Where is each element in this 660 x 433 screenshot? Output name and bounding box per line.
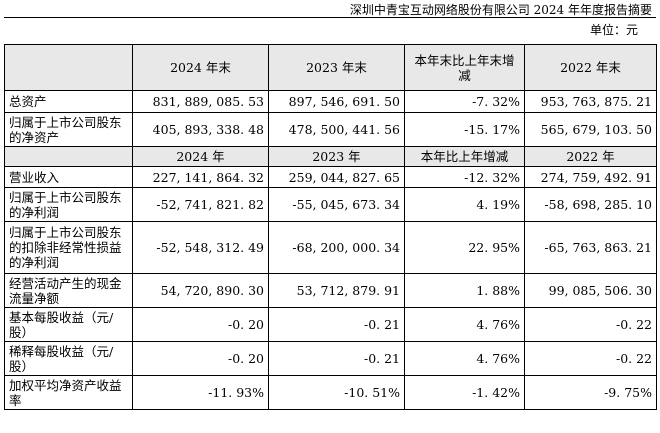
financial-summary-table: 2024 年末 2023 年末 本年末比上年末增减 2022 年末 总资产 83… bbox=[4, 44, 657, 410]
table-cell: 259, 044, 827. 65 bbox=[268, 166, 405, 188]
header-cell: 2023 年末 bbox=[268, 44, 405, 91]
table-cell: -0. 20 bbox=[132, 341, 269, 376]
table-cell: -10. 51% bbox=[268, 375, 405, 410]
table-row: 稀释每股收益（元/股） -0. 20 -0. 21 4. 76% -0. 22 bbox=[4, 341, 657, 376]
row-label: 归属于上市公司股东的扣除非经常性损益的净利润 bbox=[4, 221, 133, 274]
table-cell: 53, 712, 879. 91 bbox=[268, 273, 405, 308]
table-cell: -0. 22 bbox=[524, 341, 657, 376]
header-divider bbox=[4, 17, 656, 18]
table-cell: -9. 75% bbox=[524, 375, 657, 410]
row-label: 经营活动产生的现金流量净额 bbox=[4, 273, 133, 308]
table-cell: -58, 698, 285. 10 bbox=[524, 187, 657, 222]
table-row: 归属于上市公司股东的净利润 -52, 741, 821. 82 -55, 045… bbox=[4, 187, 657, 222]
table-cell: -11. 93% bbox=[132, 375, 269, 410]
table-cell: 405, 893, 338. 48 bbox=[132, 112, 269, 147]
table-cell: -1. 42% bbox=[404, 375, 525, 410]
table-cell: 1. 88% bbox=[404, 273, 525, 308]
table-cell: 274, 759, 492. 91 bbox=[524, 166, 657, 188]
table-cell: 227, 141, 864. 32 bbox=[132, 166, 269, 188]
table-row: 经营活动产生的现金流量净额 54, 720, 890. 30 53, 712, … bbox=[4, 273, 657, 308]
table-cell: 4. 19% bbox=[404, 187, 525, 222]
report-title: 深圳中青宝互动网络股份有限公司 2024 年年度报告摘要 bbox=[349, 3, 652, 17]
table-cell: -15. 17% bbox=[404, 112, 525, 147]
table-cell: -68, 200, 000. 34 bbox=[268, 221, 405, 274]
row-label: 归属于上市公司股东的净利润 bbox=[4, 187, 133, 222]
table-cell: -0. 21 bbox=[268, 341, 405, 376]
row-label: 归属于上市公司股东的净资产 bbox=[4, 112, 133, 147]
table-cell: -7. 32% bbox=[404, 90, 525, 113]
header-cell: 2024 年 bbox=[132, 146, 269, 167]
table-cell: -0. 21 bbox=[268, 307, 405, 342]
table-cell: -0. 20 bbox=[132, 307, 269, 342]
header-cell: 本年末比上年末增减 bbox=[404, 44, 525, 91]
table-row: 加权平均净资产收益率 -11. 93% -10. 51% -1. 42% -9.… bbox=[4, 375, 657, 410]
table-cell: 99, 085, 506. 30 bbox=[524, 273, 657, 308]
table-cell: -65, 763, 863. 21 bbox=[524, 221, 657, 274]
table-row: 基本每股收益（元/股） -0. 20 -0. 21 4. 76% -0. 22 bbox=[4, 307, 657, 342]
table-row: 营业收入 227, 141, 864. 32 259, 044, 827. 65… bbox=[4, 166, 657, 188]
table-cell: 478, 500, 441. 56 bbox=[268, 112, 405, 147]
header-cell bbox=[4, 44, 133, 91]
table-header-row: 2024 年 2023 年 本年比上年增减 2022 年 bbox=[4, 146, 657, 167]
header-cell: 本年比上年增减 bbox=[404, 146, 525, 167]
table-cell: 4. 76% bbox=[404, 307, 525, 342]
table-cell: -55, 045, 673. 34 bbox=[268, 187, 405, 222]
header-cell: 2022 年末 bbox=[524, 44, 657, 91]
header-cell: 2023 年 bbox=[268, 146, 405, 167]
table-header-row: 2024 年末 2023 年末 本年末比上年末增减 2022 年末 bbox=[4, 44, 657, 91]
table-cell: 565, 679, 103. 50 bbox=[524, 112, 657, 147]
table-cell: -52, 741, 821. 82 bbox=[132, 187, 269, 222]
unit-label: 单位：元 bbox=[589, 23, 638, 37]
row-label: 营业收入 bbox=[4, 166, 133, 188]
header-cell: 2022 年 bbox=[524, 146, 657, 167]
table-cell: 54, 720, 890. 30 bbox=[132, 273, 269, 308]
table-cell: 897, 546, 691. 50 bbox=[268, 90, 405, 113]
table-cell: -52, 548, 312. 49 bbox=[132, 221, 269, 274]
row-label: 总资产 bbox=[4, 90, 133, 113]
table-row: 归属于上市公司股东的净资产 405, 893, 338. 48 478, 500… bbox=[4, 112, 657, 147]
table-cell: -0. 22 bbox=[524, 307, 657, 342]
table-cell: 831, 889, 085. 53 bbox=[132, 90, 269, 113]
table-cell: 22. 95% bbox=[404, 221, 525, 274]
table-cell: 953, 763, 875. 21 bbox=[524, 90, 657, 113]
table-cell: -12. 32% bbox=[404, 166, 525, 188]
header-cell bbox=[4, 146, 133, 167]
table-row: 总资产 831, 889, 085. 53 897, 546, 691. 50 … bbox=[4, 90, 657, 113]
row-label: 稀释每股收益（元/股） bbox=[4, 341, 133, 376]
table-row: 归属于上市公司股东的扣除非经常性损益的净利润 -52, 548, 312. 49… bbox=[4, 221, 657, 274]
table-cell: 4. 76% bbox=[404, 341, 525, 376]
row-label: 基本每股收益（元/股） bbox=[4, 307, 133, 342]
header-cell: 2024 年末 bbox=[132, 44, 269, 91]
row-label: 加权平均净资产收益率 bbox=[4, 375, 133, 410]
